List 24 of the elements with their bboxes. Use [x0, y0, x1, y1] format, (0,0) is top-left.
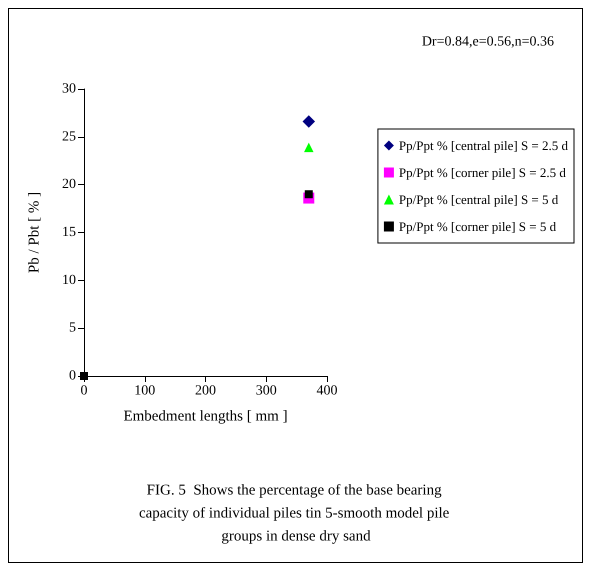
y-tick-label: 15 [62, 225, 76, 240]
x-tick-label: 100 [134, 384, 156, 398]
x-tick-label: 200 [195, 384, 216, 398]
point [302, 115, 316, 128]
y-tick-label: 5 [69, 320, 76, 336]
point [304, 190, 313, 198]
legend-label: Pp/Ppt % [central pile] S = 2.5 d [398, 138, 568, 153]
y-tick-label: 30 [62, 82, 76, 96]
x-tick-label: 300 [256, 384, 277, 398]
legend-label: Pp/Ppt % [corner pile] S = 2.5 d [398, 165, 566, 180]
x-axis-title: Embedment lengths [ mm ] [123, 408, 288, 424]
point [304, 142, 314, 152]
text: FIG. 5 Shows the percentage of the base bearing capacity of individual piles tin 5-smooth model pile groups in dense dry sand [138, 482, 454, 544]
y-tick-label: 25 [62, 129, 76, 144]
y-tick-label: 0 [69, 368, 76, 384]
point [80, 372, 88, 380]
text: Dr=0.84,e=0.56,n=0.36 [422, 34, 554, 50]
y-tick-label: 10 [62, 272, 76, 288]
y-tick-label: 20 [62, 177, 76, 192]
y-axis-title: Pb / Pbt [ % ] [26, 192, 42, 274]
x-tick-label: 0 [80, 384, 88, 398]
legend-label: Pp/Ppt % [central pile] S = 5 d [398, 192, 559, 207]
x-tick-label: 400 [316, 384, 338, 398]
legend-label: Pp/Ppt % [corner pile] S = 5 d [398, 219, 557, 234]
